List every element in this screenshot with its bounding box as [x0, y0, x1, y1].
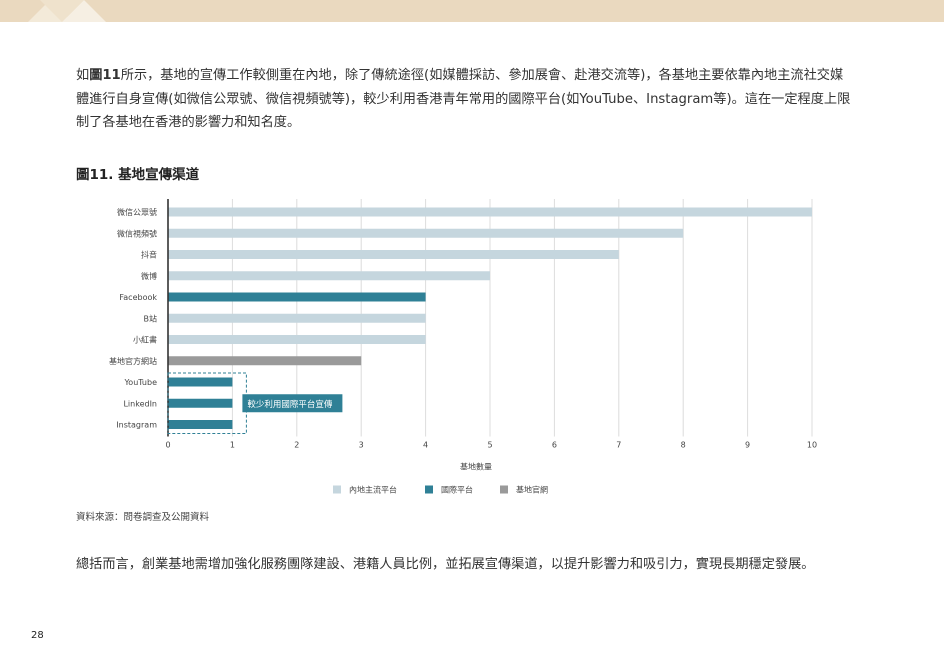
x-tick-label: 6	[552, 441, 557, 450]
legend-swatch	[425, 485, 433, 494]
category-label: 微信公眾號	[117, 207, 157, 217]
x-axis-title: 基地數量	[460, 462, 492, 472]
bar	[168, 420, 233, 429]
bar	[168, 271, 490, 281]
x-tick-label: 3	[359, 441, 364, 450]
figure-reference: 圖11	[89, 68, 121, 83]
legend-swatch	[333, 485, 341, 494]
bar	[168, 377, 233, 387]
header-band	[0, 0, 944, 22]
bar	[168, 398, 233, 408]
category-label: Facebook	[119, 293, 157, 302]
bar	[168, 292, 426, 302]
x-tick-label: 4	[423, 441, 428, 450]
bar	[168, 228, 684, 238]
bar	[168, 207, 812, 217]
category-label: LinkedIn	[123, 399, 157, 408]
legend-label: 基地官網	[516, 485, 548, 495]
summary-paragraph: 總括而言，創業基地需增加強化服務團隊建設、港籍人員比例，並拓展宣傳渠道，以提升影…	[76, 557, 815, 572]
annotation-box	[167, 372, 247, 434]
source-note: 資料來源：問卷調查及公開資料	[76, 512, 210, 523]
x-tick-label: 10	[807, 441, 817, 450]
legend-label: 國際平台	[441, 485, 473, 495]
bar	[168, 250, 619, 259]
bar	[168, 313, 426, 323]
category-label: Instagram	[116, 421, 157, 430]
category-label: YouTube	[123, 378, 157, 387]
category-label: 微信視頻號	[117, 228, 157, 238]
category-label: 微博	[141, 271, 157, 281]
category-label: 小紅書	[133, 335, 157, 345]
x-tick-label: 2	[294, 441, 299, 450]
x-tick-label: 1	[230, 441, 235, 450]
bar	[168, 356, 362, 366]
intro-paragraph: 如圖11所示，基地的宣傳工作較側重在內地，除了傳統途徑(如媒體採訪、參加展會、赴…	[76, 68, 851, 130]
annotation-label: 較少利用國際平台宣傳	[247, 399, 333, 410]
x-tick-label: 5	[487, 441, 492, 450]
category-label: 抖音	[141, 250, 157, 260]
page-number: 28	[31, 630, 44, 641]
x-tick-label: 9	[745, 441, 750, 450]
category-label: B站	[144, 313, 158, 323]
x-tick-label: 8	[681, 441, 686, 450]
bar	[168, 335, 426, 344]
x-tick-label: 7	[616, 441, 621, 450]
legend-swatch	[500, 485, 508, 494]
header-triangles-decoration	[28, 0, 106, 22]
category-label: 基地官方網站	[109, 356, 157, 366]
figure-title: 圖11. 基地宣傳渠道	[76, 167, 200, 183]
x-tick-label: 0	[165, 441, 170, 450]
annotation-label-bg	[242, 394, 343, 413]
legend-label: 內地主流平台	[349, 485, 397, 495]
